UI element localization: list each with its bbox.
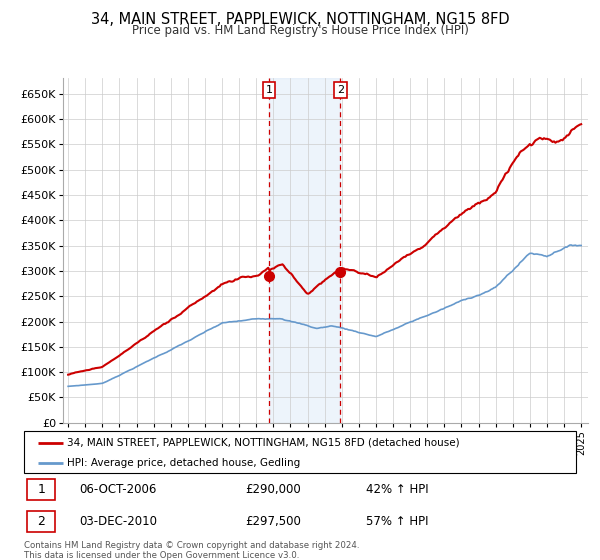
FancyBboxPatch shape <box>27 479 55 500</box>
Text: 1: 1 <box>37 483 45 496</box>
Text: 34, MAIN STREET, PAPPLEWICK, NOTTINGHAM, NG15 8FD (detached house): 34, MAIN STREET, PAPPLEWICK, NOTTINGHAM,… <box>67 438 460 448</box>
Text: 2: 2 <box>337 85 344 95</box>
Text: £290,000: £290,000 <box>245 483 301 496</box>
Text: 42% ↑ HPI: 42% ↑ HPI <box>366 483 429 496</box>
FancyBboxPatch shape <box>27 511 55 533</box>
Text: 03-DEC-2010: 03-DEC-2010 <box>79 515 157 529</box>
Text: £297,500: £297,500 <box>245 515 301 529</box>
Text: Contains HM Land Registry data © Crown copyright and database right 2024.
This d: Contains HM Land Registry data © Crown c… <box>24 541 359 560</box>
Text: 2: 2 <box>37 515 45 529</box>
Text: 1: 1 <box>266 85 272 95</box>
Text: HPI: Average price, detached house, Gedling: HPI: Average price, detached house, Gedl… <box>67 458 301 468</box>
Text: 34, MAIN STREET, PAPPLEWICK, NOTTINGHAM, NG15 8FD: 34, MAIN STREET, PAPPLEWICK, NOTTINGHAM,… <box>91 12 509 27</box>
FancyBboxPatch shape <box>24 431 576 473</box>
Bar <box>269 78 340 423</box>
Text: 06-OCT-2006: 06-OCT-2006 <box>79 483 157 496</box>
Text: 57% ↑ HPI: 57% ↑ HPI <box>366 515 429 529</box>
Text: Price paid vs. HM Land Registry's House Price Index (HPI): Price paid vs. HM Land Registry's House … <box>131 24 469 36</box>
